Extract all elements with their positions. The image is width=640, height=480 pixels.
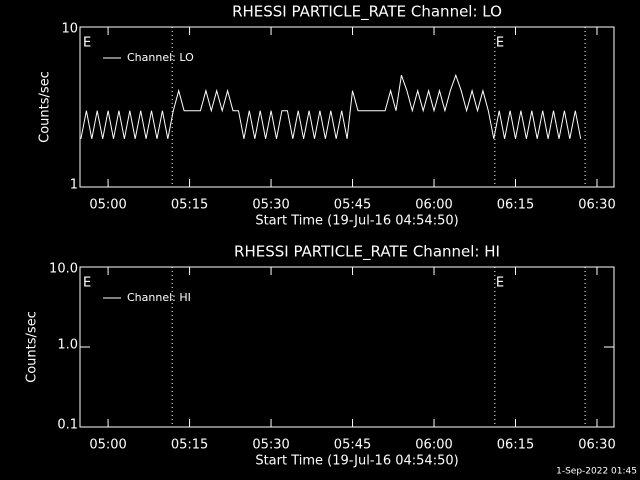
annotation: E: [83, 36, 91, 51]
x-tick-label: 06:15: [497, 438, 534, 453]
x-tick-label: 05:30: [252, 438, 289, 453]
y-tick-label: 1: [70, 178, 78, 193]
y-tick-label: 1.0: [57, 338, 78, 353]
data-line: [80, 73, 582, 139]
y-tick-label: 0.1: [57, 418, 78, 433]
y-axis-label: Counts/sec: [38, 71, 53, 143]
y-tick-label: 10: [61, 22, 78, 37]
x-tick-label: 06:00: [415, 198, 452, 213]
plot-frame: [79, 26, 615, 188]
x-axis-label: Start Time (19-Jul-16 04:54:50): [255, 454, 458, 469]
y-axis-label: Counts/sec: [25, 311, 40, 383]
y-tick-label: 10.0: [49, 262, 78, 277]
x-axis-label: Start Time (19-Jul-16 04:54:50): [255, 214, 458, 229]
annotation: E: [83, 276, 91, 291]
x-tick-label: 06:00: [415, 438, 452, 453]
x-tick-label: 05:30: [252, 198, 289, 213]
annotation: E: [496, 276, 504, 291]
x-tick-label: 06:15: [497, 198, 534, 213]
annotation: E: [496, 36, 504, 51]
chart-title: RHESSI PARTICLE_RATE Channel: LO: [232, 3, 502, 22]
x-tick-label: 05:00: [89, 198, 126, 213]
legend-label: Channel: HI: [127, 291, 191, 304]
footer: 1-Sep-2022 01:45: [556, 467, 637, 477]
x-tick-label: 06:30: [578, 198, 615, 213]
legend-label: Channel: LO: [127, 51, 194, 64]
x-tick-label: 05:45: [334, 438, 371, 453]
x-tick-label: 05:15: [171, 438, 208, 453]
x-tick-label: 05:00: [89, 438, 126, 453]
chart-title: RHESSI PARTICLE_RATE Channel: HI: [234, 243, 500, 262]
x-tick-label: 06:30: [578, 438, 615, 453]
x-tick-label: 05:45: [334, 198, 371, 213]
x-tick-label: 05:15: [171, 198, 208, 213]
